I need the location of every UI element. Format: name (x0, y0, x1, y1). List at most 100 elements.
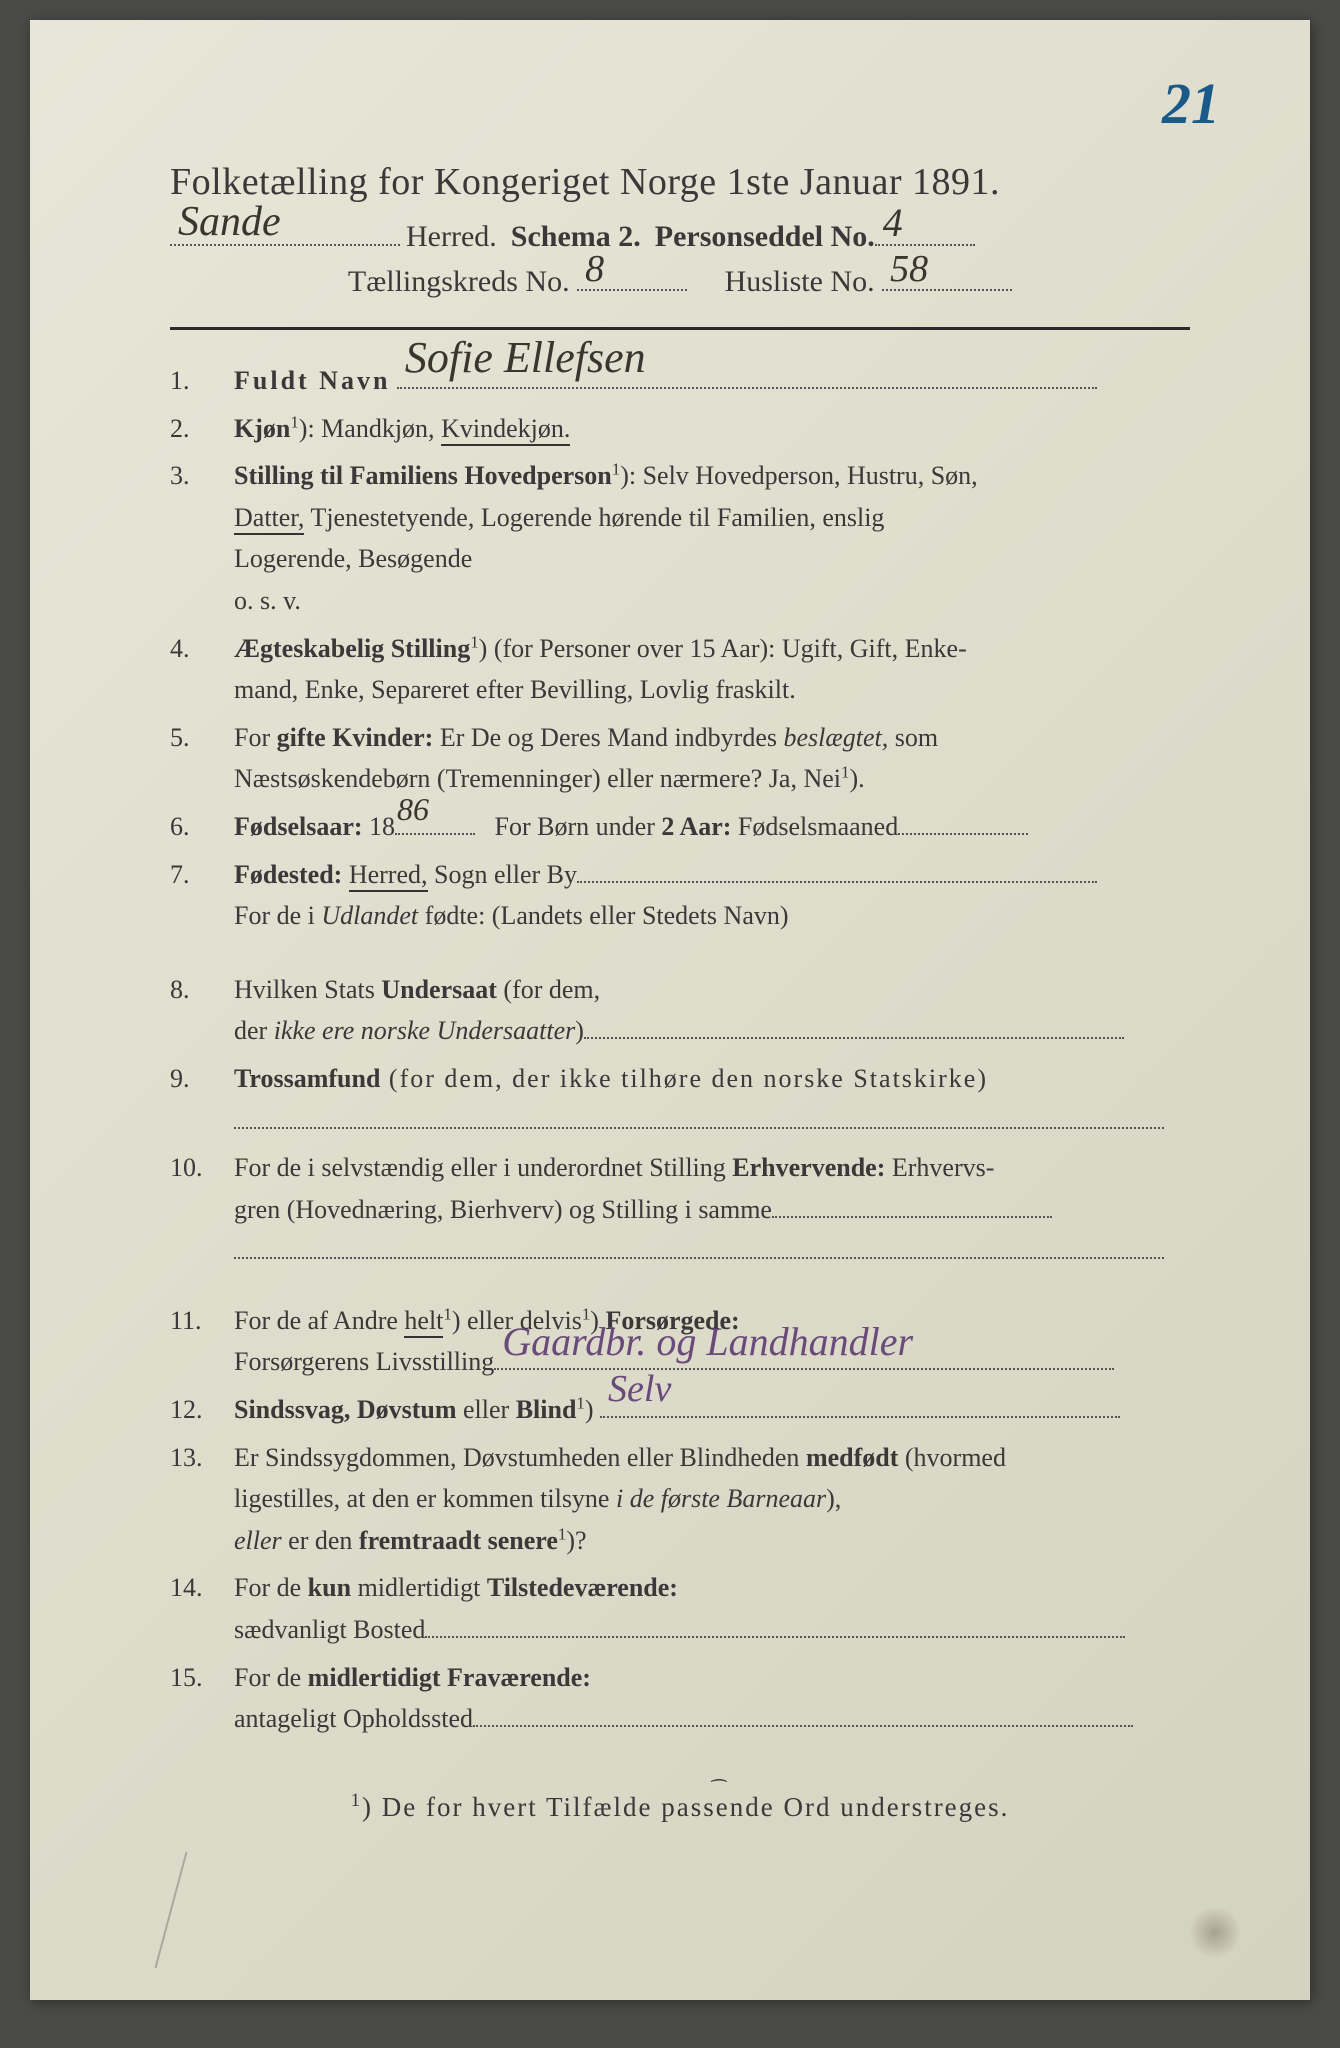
gap-10-11 (170, 1278, 1190, 1300)
item-8-l2pre: der (234, 1016, 274, 1045)
divider-top (170, 327, 1190, 330)
item-5-post: Er De og Deres Mand indbyrdes (433, 723, 783, 752)
year-handwritten: 86 (397, 784, 429, 835)
kreds-handwritten: 8 (585, 247, 604, 291)
item-3-post: ): Selv Hovedperson, Hustru, Søn, (620, 461, 977, 490)
item-12-post: eller (457, 1395, 516, 1424)
item-11: 11. For de af Andre helt1) eller delvis1… (170, 1300, 1190, 1383)
item-4-post: ) (for Personer over 15 Aar): Ugift, Gif… (479, 634, 967, 663)
item-7-l2post: fødte: (Landets eller Stedets Navn) (418, 901, 788, 930)
item-2-text: ): Mandkjøn, (299, 414, 441, 443)
item-3-datter: Datter, (234, 503, 304, 535)
item-13-post: (hvormed (898, 1443, 1006, 1472)
item-12-close: ) (585, 1395, 594, 1424)
item-11-u1: helt (404, 1306, 443, 1338)
item-15-b: midlertidigt Fraværende: (308, 1663, 591, 1692)
item-14-b: Tilstedeværende: (487, 1573, 678, 1602)
herred-field: Sande (170, 216, 400, 246)
husliste-label: Husliste No. (725, 265, 875, 298)
item-13-l3mid: er den (282, 1526, 359, 1555)
kreds-label: Tællingskreds No. (348, 265, 570, 298)
item-5-l2p: ). (849, 764, 864, 793)
item-10-l2: gren (Hovednæring, Bierhverv) og Stillin… (234, 1195, 772, 1224)
item-2-label: Kjøn (234, 414, 290, 443)
herred-label: Herred. (406, 220, 497, 254)
occupation-field (772, 1194, 1052, 1217)
person-no-handwritten: 4 (883, 199, 903, 246)
citizenship-field (584, 1016, 1124, 1039)
gap-7-8 (170, 943, 1190, 969)
item-10-post: Erhvervs- (885, 1153, 994, 1182)
item-12: 12. Sindssvag, Døvstum eller Blind1) Sel… (170, 1389, 1190, 1431)
item-8-l2post: ) (575, 1016, 584, 1045)
item-4: 4. Ægteskabelig Stilling1) (for Personer… (170, 628, 1190, 711)
item-3-l4: o. s. v. (234, 586, 301, 615)
item-6-prey: 18 (363, 812, 396, 841)
item-6-num: 6. (170, 806, 234, 848)
item-7-herred: Herred, (349, 860, 428, 892)
item-8-pre: Hvilken Stats (234, 975, 381, 1004)
item-9: 9. Trossamfund (for dem, der ikke tilhør… (170, 1058, 1190, 1141)
item-7-l2pre: For de i (234, 901, 321, 930)
item-5-num: 5. (170, 717, 234, 800)
item-10-pre: For de i selvstændig eller i underordnet… (234, 1153, 732, 1182)
item-13-l3post: )? (566, 1526, 586, 1555)
item-14-mid: midlertidigt (351, 1573, 487, 1602)
item-3: 3. Stilling til Familiens Hovedperson1):… (170, 455, 1190, 621)
husliste-field: 58 (882, 264, 1012, 291)
item-14-pre: For de (234, 1573, 308, 1602)
footer-sup: 1 (351, 1790, 362, 1811)
kreds-field: 8 (577, 264, 687, 291)
item-15: 15. For de midlertidigt Fraværende: anta… (170, 1657, 1190, 1740)
item-2: 2. Kjøn1): Mandkjøn, Kvindekjøn. (170, 408, 1190, 450)
footer-pre: ) De for hvert Tilfælde pass (362, 1792, 716, 1822)
item-5-b: gifte Kvinder: (277, 723, 434, 752)
item-5-post2: som (888, 723, 938, 752)
item-12-sup: 1 (576, 1393, 584, 1412)
sup-4: 1 (470, 632, 478, 651)
birthplace-field (577, 859, 1097, 882)
provider-handwritten: Gaardbr. og Landhandler (502, 1310, 913, 1374)
item-7-num: 7. (170, 854, 234, 937)
item-8: 8. Hvilken Stats Undersaat (for dem, der… (170, 969, 1190, 1052)
footer-note: 1) De for hvert Tilfælde passe⁀nde Ord u… (170, 1790, 1190, 1823)
item-5-pre: For (234, 723, 277, 752)
header-row-1: Sande Herred. Schema 2. Personseddel No.… (170, 216, 1190, 254)
item-9-label: Trossamfund (234, 1064, 380, 1093)
item-4-l2: mand, Enke, Separeret efter Bevilling, L… (234, 675, 796, 704)
item-13-b: medfødt (806, 1443, 898, 1472)
item-7-label: Fødested: (234, 860, 342, 889)
item-15-num: 15. (170, 1657, 234, 1740)
name-field: Sofie Ellefsen (397, 366, 1097, 389)
item-12-label: Sindssvag, Døvstum (234, 1395, 457, 1424)
item-5-i: beslægtet, (784, 723, 889, 752)
year-field: 86 (395, 812, 475, 835)
husliste-handwritten: 58 (890, 247, 928, 291)
herred-handwritten: Sande (178, 198, 281, 246)
item-14-num: 14. (170, 1567, 234, 1650)
item-5-l2: Næstsøskendebørn (Tremenninger) eller næ… (234, 764, 841, 793)
item-8-post: (for dem, (497, 975, 600, 1004)
item-1-num: 1. (170, 360, 234, 402)
item-3-l3: Logerende, Besøgende (234, 544, 472, 573)
item-11-l2: Forsørgerens Livsstilling (234, 1347, 494, 1376)
paper-stain (1190, 1905, 1240, 1960)
item-8-l2i: ikke ere norske Undersaatter (274, 1016, 576, 1045)
item-13-l2pre: ligestilles, at den er kommen tilsyne (234, 1484, 616, 1513)
form-title: Folketælling for Kongeriget Norge 1ste J… (170, 160, 1190, 204)
item-6: 6. Fødselsaar: 1886 For Børn under 2 Aar… (170, 806, 1190, 848)
item-1: 1. Fuldt Navn Sofie Ellefsen (170, 360, 1190, 402)
item-3-num: 3. (170, 455, 234, 621)
item-10-b: Erhvervende: (732, 1153, 885, 1182)
sup-1: 1 (290, 412, 298, 431)
item-12-b2: Blind (516, 1395, 577, 1424)
item-1-label: Fuldt Navn (234, 366, 390, 395)
item-4-num: 4. (170, 628, 234, 711)
provider-field: Gaardbr. og Landhandler (494, 1347, 1114, 1370)
page-number-handwritten: 21 (1162, 70, 1220, 137)
item-4-label: Ægteskabelig Stilling (234, 634, 470, 663)
item-13: 13. Er Sindssygdommen, Døvstumheden elle… (170, 1437, 1190, 1562)
person-no-field: 4 (875, 216, 975, 246)
usual-residence-field (425, 1615, 1125, 1638)
item-6-post: Fødselsmaaned (731, 812, 898, 841)
